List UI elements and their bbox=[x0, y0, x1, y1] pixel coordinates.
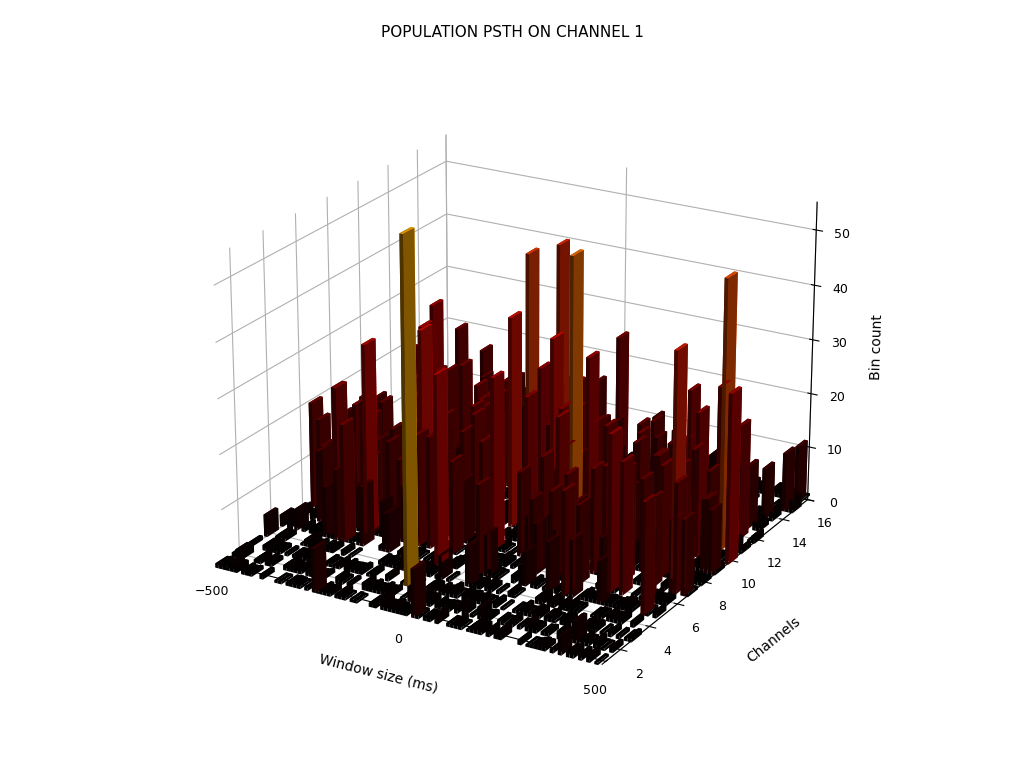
Y-axis label: Channels: Channels bbox=[744, 615, 804, 666]
Title: POPULATION PSTH ON CHANNEL 1: POPULATION PSTH ON CHANNEL 1 bbox=[381, 25, 643, 40]
X-axis label: Window size (ms): Window size (ms) bbox=[317, 651, 439, 695]
